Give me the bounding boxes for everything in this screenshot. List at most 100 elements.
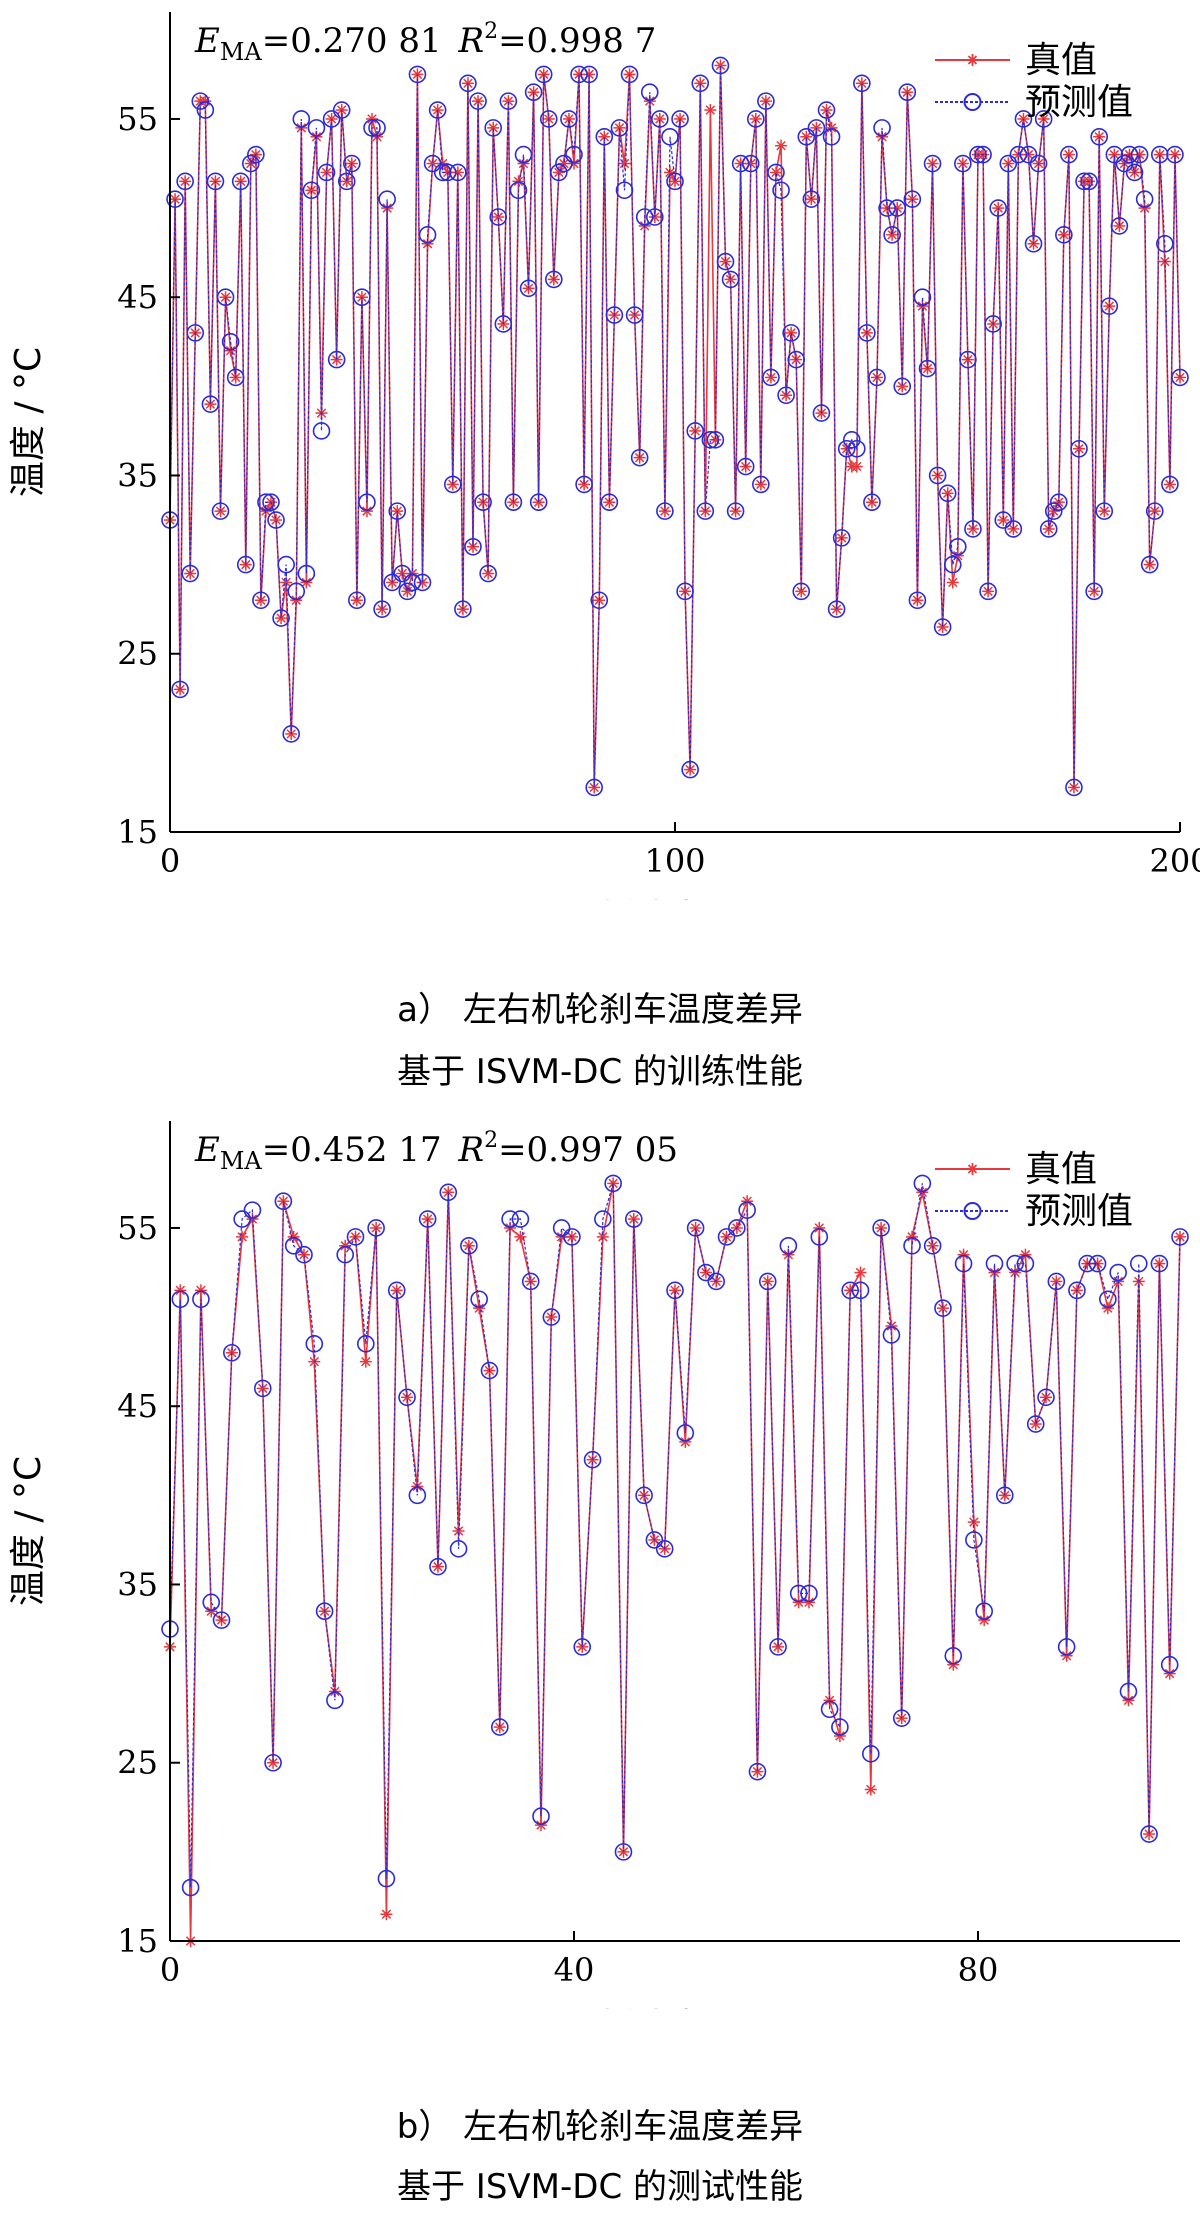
data-point-true [607,1177,620,1190]
data-point-predicted [474,493,492,512]
legend-label-0: 真值 [1025,1149,1097,1190]
caption-b-line1: b） 左右机轮刹车温度差异 [396,2107,804,2147]
data-point-predicted [779,1236,798,1255]
data-point-true [772,1640,785,1653]
legend-label-1: 预测值 [1025,82,1133,123]
data-point-true [339,1239,352,1252]
data-point-predicted [853,74,871,93]
data-point-predicted [624,1210,643,1228]
data-point-true [674,112,687,125]
data-point-predicted [934,1299,952,1317]
data-point-true [199,95,212,108]
data-point-predicted [994,511,1013,529]
data-point-predicted [1055,226,1073,244]
data-point-true [951,549,964,562]
data-point-predicted [1150,1254,1169,1273]
annotation-r-label: R [448,1130,484,1170]
data-point-predicted [762,368,780,387]
data-point-predicted [348,591,366,610]
data-point-predicted [630,448,649,467]
data-point-true [562,112,575,125]
data-point-predicted [893,377,912,396]
data-point-predicted [707,1272,726,1291]
caption-b-line2: 基于 ISVM-DC 的测试性能 [396,2167,803,2207]
data-point-predicted [346,1228,365,1246]
annotation-ema-sub: MA [220,38,263,66]
data-point-predicted [322,110,341,128]
data-point-true [224,344,237,357]
data-point-predicted [418,226,437,244]
data-point-predicted [923,154,942,173]
data-point-predicted [494,315,513,333]
data-point-true [473,1302,486,1315]
data-point-predicted [287,582,306,601]
data-point-predicted [212,1611,231,1629]
data-point-true [957,1248,970,1261]
data-point-true [906,1230,919,1243]
data-point-predicted [1130,145,1149,164]
data-point-predicted [697,1263,715,1282]
data-point-predicted [449,1540,468,1558]
data-point-predicted [748,1762,767,1781]
data-point-predicted [1090,127,1108,146]
data-point-predicted [1009,145,1028,164]
chart-a: 15 25 35 45 55 0 100 200 温度 / °C 样本数量 EMA=0.270 81… [8,12,1200,900]
data-point-predicted [645,1531,664,1549]
data-point-true [552,166,565,179]
data-point-predicted [787,350,806,369]
data-point-predicted [789,1584,808,1603]
data-point-predicted [519,279,538,298]
data-point-true [896,380,909,393]
data-point-predicted [614,1843,633,1861]
data-point-true [823,1694,836,1707]
data-point-true [1174,371,1186,384]
data-point-true [653,112,666,125]
y-tick-label: 35 [117,1565,158,1603]
y-tick-label: 25 [117,635,158,673]
data-point-predicted [635,1486,653,1505]
data-point-true [603,496,616,509]
data-point-true [267,1756,280,1769]
annotation-ema-value: =0.270 81 [262,21,442,61]
annotation-ema-label: E [194,1130,220,1170]
data-point-predicted [1125,163,1144,182]
data-point-predicted [433,163,452,182]
data-point-predicted [373,600,391,618]
data-point-predicted [738,1201,756,1219]
data-point-predicted [1024,234,1043,253]
data-point-predicted [615,181,634,200]
data-point-predicted [326,1691,344,1710]
data-point-predicted [408,1486,427,1505]
data-point-true [704,104,717,117]
data-point-predicted [989,199,1008,217]
data-point-predicted [985,1254,1004,1273]
data-point-predicted [841,1281,860,1300]
data-point-predicted [965,1531,983,1549]
data-point-predicted [706,431,725,449]
data-point-predicted [807,119,826,137]
data-point-predicted [892,1709,911,1727]
data-point-predicted [312,422,331,440]
data-point-predicted [944,1646,963,1665]
y-tick-label: 55 [117,100,158,138]
data-point-true [833,1730,846,1742]
data-point-predicted [645,208,664,226]
data-point-predicted [820,1700,839,1719]
data-point-predicted [728,1219,746,1237]
data-point-true [941,487,954,500]
data-point-predicted [1019,145,1038,164]
data-point-predicted [872,1219,890,1237]
data-point-predicted [1135,190,1154,208]
data-point-true [1122,1694,1135,1707]
data-point-predicted [625,306,644,324]
data-point-predicted [802,190,821,208]
data-point-predicted [418,1210,437,1228]
data-point-true [1019,1248,1032,1261]
metrics-annotation: EMA=0.452 17 R2=0.997 05 [194,1128,678,1175]
data-point-predicted [903,190,922,208]
data-point-predicted [696,502,715,520]
data-point-predicted [721,270,740,289]
data-point-true [850,460,863,473]
data-point-true [194,1284,207,1297]
panel-a: 15 25 35 45 55 0 100 200 温度 / °C 样本数量 EMA=0.270 81… [0,0,1200,1108]
